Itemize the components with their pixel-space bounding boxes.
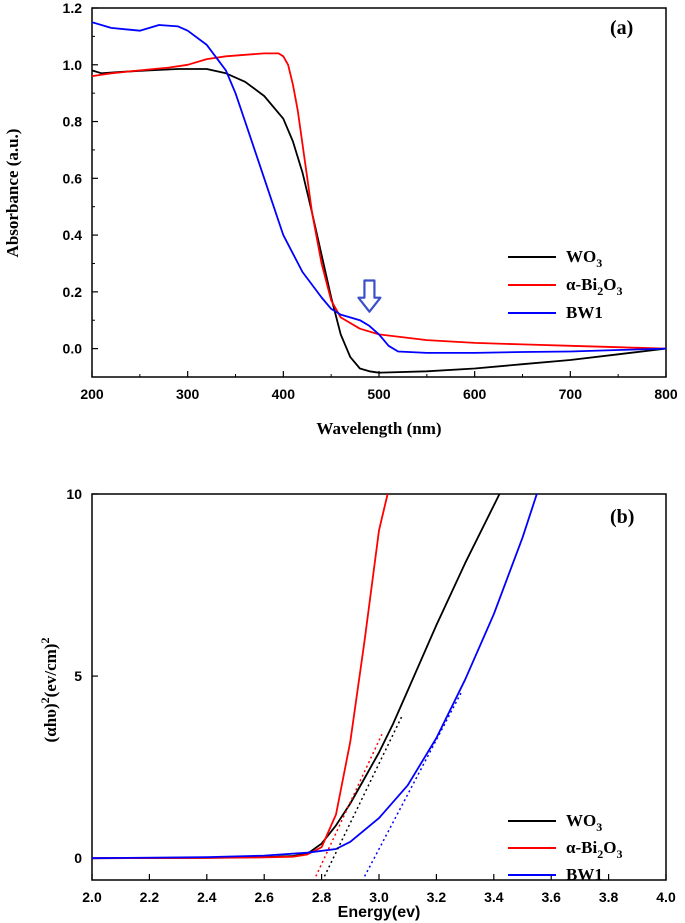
- panel-label-b: (b): [610, 506, 634, 528]
- series-line-bw1: [92, 494, 538, 860]
- tangent-fit-line-wo3: [323, 715, 403, 877]
- x-tick-label: 4.0: [656, 889, 676, 905]
- x-tick-label: 3.6: [541, 889, 561, 905]
- x-tick-label: 200: [80, 386, 104, 402]
- x-tick-label: 800: [654, 386, 678, 402]
- tangent-fit-line-bi2o3: [315, 734, 383, 877]
- x-tick-label: 2.2: [140, 889, 160, 905]
- y-tick-label: 0.2: [63, 284, 83, 300]
- x-tick-label: 2.6: [254, 889, 274, 905]
- x-tick-label: 700: [559, 386, 583, 402]
- tangent-fit-line-bw1: [363, 690, 463, 877]
- panel-label-a: (a): [610, 17, 633, 39]
- legend-a: WO3 α-Bi2O3 BW1: [508, 247, 622, 322]
- x-tick-label: 500: [367, 386, 391, 402]
- x-tick-label: 3.0: [369, 889, 389, 905]
- shoulder-arrow-icon: [357, 279, 382, 313]
- y-tick-label: 1.0: [63, 57, 83, 73]
- legend-entry-bw1: BW1: [566, 303, 603, 322]
- panel-b: 2.0 2.2 2.4 2.6 2.8 3.0 3.2 3.4 3.6 3.8 4.0 0 5 10 (b…: [38, 486, 676, 921]
- x-tick-label: 600: [463, 386, 487, 402]
- series-line-bi2o3: [92, 494, 389, 860]
- x-tick-label: 300: [176, 386, 200, 402]
- series-line-wo3: [92, 494, 501, 860]
- legend-entry-wo3: WO3: [566, 811, 602, 834]
- y-tick-label: 10: [66, 486, 82, 502]
- y-tick-label: 0: [74, 850, 82, 866]
- x-tick-label: 3.8: [599, 889, 619, 905]
- y-tick-label: 0.4: [63, 227, 83, 243]
- x-tick-label: 3.2: [427, 889, 447, 905]
- x-axis-label-a: Wavelength (nm): [316, 419, 441, 438]
- legend-entry-bi2o3: α-Bi2O3: [566, 838, 622, 861]
- legend-entry-bi2o3: α-Bi2O3: [566, 275, 622, 298]
- series-line-wo3: [92, 68, 666, 374]
- y-axis-label-b: (αhυ)2(ev/cm)2: [38, 638, 60, 743]
- y-axis-label-a: Absorbance (a.u.): [3, 129, 22, 258]
- y-tick-label: 0.0: [63, 341, 83, 357]
- y-tick-label: 0.6: [63, 170, 83, 186]
- panel-a: 200 300 400 500 600 700 800 0.0 0.2 0.4 0.6 0.8 1.0 1…: [3, 0, 678, 438]
- legend-entry-bw1: BW1: [566, 865, 603, 884]
- x-tick-label: 2.0: [82, 889, 102, 905]
- y-tick-label: 0.8: [63, 114, 83, 130]
- x-axis-label-b: Energy(ev): [338, 904, 421, 921]
- series-line-bi2o3: [92, 52, 666, 350]
- legend-b: WO3 α-Bi2O3 BW1: [508, 811, 622, 884]
- y-tick-label: 5: [74, 668, 82, 684]
- x-tick-label: 2.4: [197, 889, 217, 905]
- x-tick-label: 400: [272, 386, 296, 402]
- x-tick-label: 3.4: [484, 889, 504, 905]
- x-tick-label: 2.8: [312, 889, 332, 905]
- legend-entry-wo3: WO3: [566, 247, 602, 270]
- series-line-bw1: [92, 21, 666, 354]
- y-tick-label: 1.2: [63, 0, 83, 16]
